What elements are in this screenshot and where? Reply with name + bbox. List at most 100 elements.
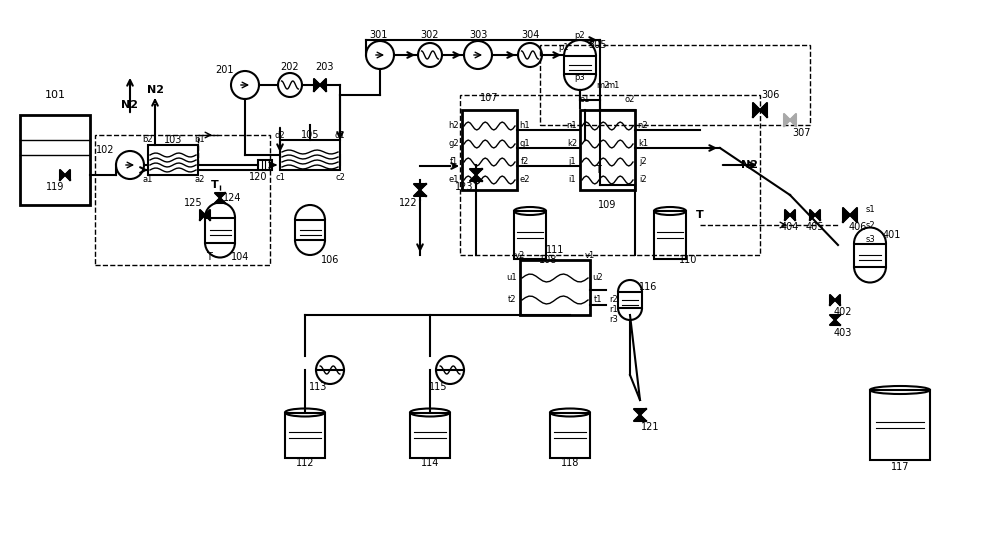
- Text: 111: 111: [546, 245, 564, 255]
- Text: c2: c2: [335, 173, 345, 181]
- Polygon shape: [830, 295, 835, 305]
- Polygon shape: [60, 170, 65, 180]
- Text: 113: 113: [309, 382, 327, 392]
- Text: i1: i1: [568, 175, 576, 184]
- Text: 106: 106: [321, 255, 339, 265]
- Polygon shape: [314, 79, 320, 91]
- Text: v1: v1: [585, 250, 595, 260]
- Text: 121: 121: [641, 422, 659, 432]
- Text: T: T: [206, 252, 212, 262]
- Polygon shape: [65, 170, 70, 180]
- Text: 119: 119: [46, 182, 64, 192]
- Text: f2: f2: [521, 158, 529, 166]
- Text: k2: k2: [567, 139, 577, 149]
- Text: 406: 406: [849, 222, 867, 232]
- Text: 402: 402: [834, 307, 852, 317]
- Text: d2: d2: [275, 130, 285, 139]
- Text: 125: 125: [184, 198, 202, 208]
- Text: e2: e2: [520, 175, 530, 184]
- Text: s2: s2: [865, 220, 875, 230]
- Text: 112: 112: [296, 458, 314, 468]
- Polygon shape: [810, 210, 815, 220]
- Text: j1: j1: [568, 158, 576, 166]
- Text: t1: t1: [594, 295, 602, 305]
- Text: u2: u2: [593, 274, 603, 282]
- Text: j2: j2: [639, 158, 647, 166]
- Text: 403: 403: [834, 328, 852, 338]
- Text: m2: m2: [596, 80, 609, 89]
- Text: 101: 101: [44, 90, 66, 100]
- Text: b1: b1: [195, 135, 205, 144]
- Polygon shape: [320, 79, 326, 91]
- Bar: [95, 135, 270, 265]
- Text: o2: o2: [625, 95, 635, 104]
- Text: N2: N2: [742, 160, 759, 170]
- Polygon shape: [790, 210, 795, 220]
- Bar: [520, 260, 590, 315]
- Text: 105: 105: [301, 130, 319, 140]
- Polygon shape: [785, 210, 790, 220]
- Polygon shape: [784, 114, 790, 126]
- Bar: [258, 160, 272, 170]
- Bar: [654, 211, 686, 259]
- Text: r1: r1: [610, 305, 618, 315]
- Polygon shape: [470, 175, 482, 181]
- Polygon shape: [850, 208, 857, 222]
- Text: 116: 116: [639, 282, 657, 292]
- Text: k1: k1: [638, 139, 648, 149]
- Text: n1: n1: [567, 122, 577, 130]
- Bar: [460, 95, 760, 255]
- Text: 103: 103: [164, 135, 182, 145]
- Text: 404: 404: [781, 222, 799, 232]
- Text: h2: h2: [449, 122, 459, 130]
- Text: s3: s3: [865, 235, 875, 245]
- Text: t2: t2: [508, 295, 516, 305]
- Bar: [20, 115, 90, 205]
- Text: 118: 118: [561, 458, 579, 468]
- Text: N2: N2: [122, 100, 138, 110]
- Polygon shape: [200, 210, 205, 220]
- Text: 104: 104: [231, 252, 249, 262]
- Text: 124: 124: [223, 193, 241, 203]
- Bar: [514, 211, 546, 259]
- Text: v2: v2: [515, 250, 525, 260]
- Polygon shape: [634, 409, 646, 415]
- Text: 110: 110: [679, 255, 697, 265]
- Text: m1: m1: [606, 80, 619, 89]
- Polygon shape: [753, 103, 760, 117]
- Text: r3: r3: [610, 315, 618, 325]
- Text: 304: 304: [521, 30, 539, 40]
- Polygon shape: [205, 210, 210, 220]
- Polygon shape: [414, 190, 426, 196]
- Bar: [550, 412, 590, 457]
- Polygon shape: [843, 208, 850, 222]
- Polygon shape: [414, 184, 426, 190]
- Polygon shape: [830, 320, 840, 325]
- Text: i2: i2: [639, 175, 647, 184]
- Text: 201: 201: [216, 65, 234, 75]
- Text: 405: 405: [806, 222, 824, 232]
- Text: 202: 202: [281, 62, 299, 72]
- Text: r2: r2: [610, 295, 618, 305]
- Text: 102: 102: [96, 145, 114, 155]
- Text: p2: p2: [575, 31, 585, 39]
- Text: N2: N2: [146, 85, 164, 95]
- Text: h1: h1: [520, 122, 530, 130]
- Polygon shape: [835, 295, 840, 305]
- Polygon shape: [634, 415, 646, 421]
- Bar: [280, 140, 340, 170]
- Bar: [854, 244, 886, 266]
- Polygon shape: [760, 103, 767, 117]
- Text: 203: 203: [316, 62, 334, 72]
- Text: 401: 401: [883, 230, 901, 240]
- Bar: [410, 412, 450, 457]
- Text: s1: s1: [865, 205, 875, 214]
- Text: 115: 115: [429, 382, 447, 392]
- Text: f1: f1: [450, 158, 458, 166]
- Text: 117: 117: [891, 462, 909, 472]
- Text: 302: 302: [421, 30, 439, 40]
- Text: 306: 306: [761, 90, 779, 100]
- Bar: [564, 56, 596, 74]
- Text: 108: 108: [539, 255, 557, 265]
- Polygon shape: [215, 198, 225, 203]
